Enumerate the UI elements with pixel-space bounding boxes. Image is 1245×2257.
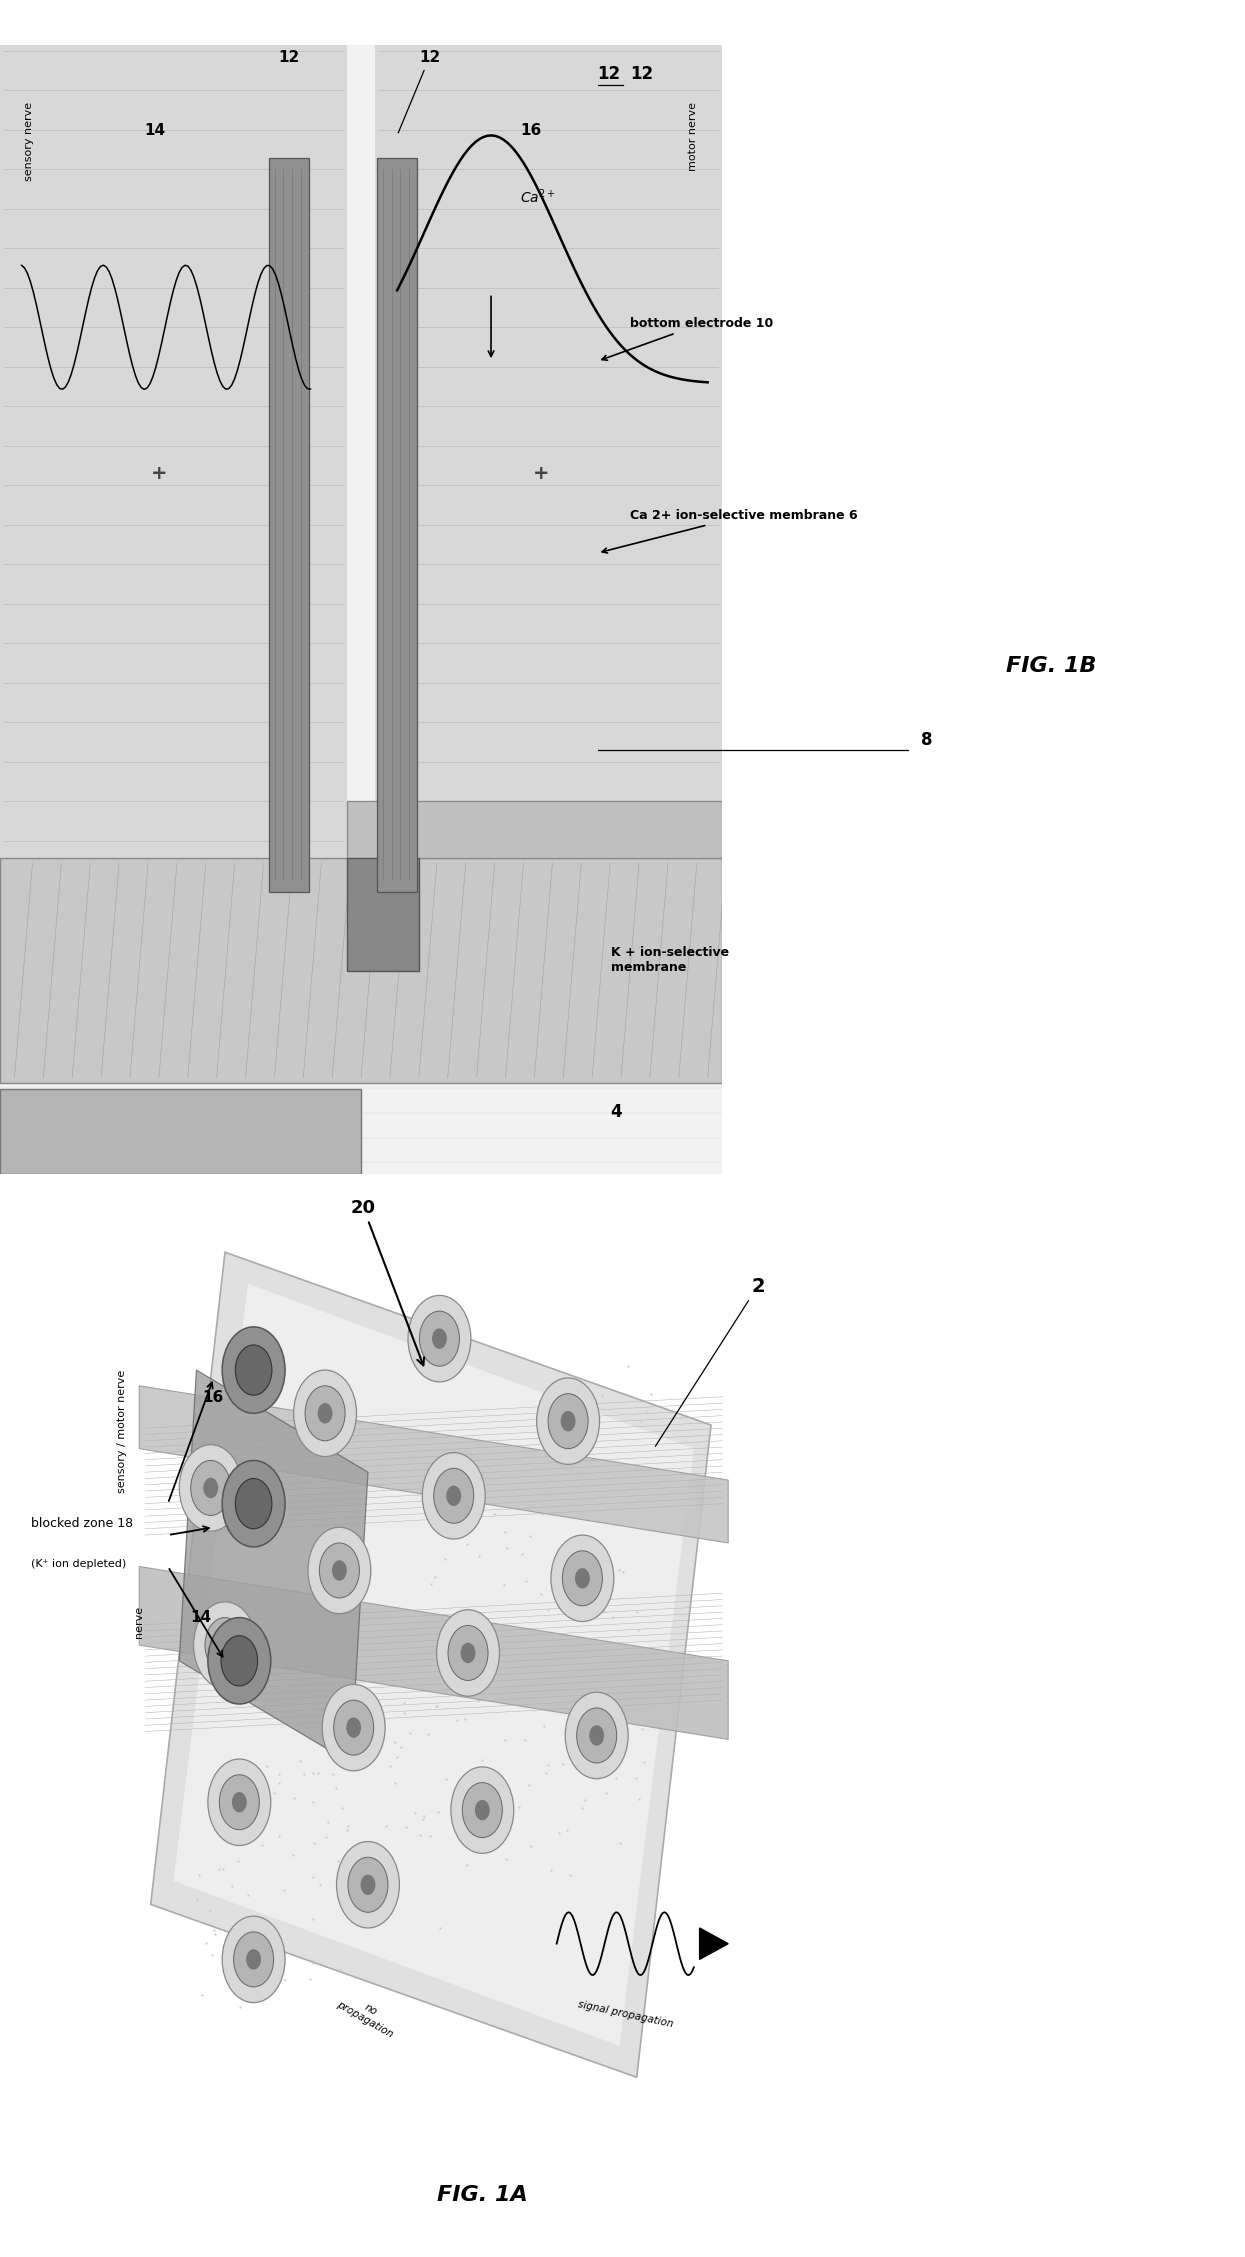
Text: blocked zone 18: blocked zone 18 [31, 1517, 133, 1530]
Circle shape [235, 1345, 271, 1395]
Bar [346, 801, 722, 858]
Circle shape [218, 1634, 233, 1654]
Polygon shape [700, 1927, 728, 1959]
Bar [0, 858, 722, 1083]
Circle shape [346, 1718, 361, 1738]
Circle shape [208, 1758, 270, 1846]
Circle shape [205, 1618, 245, 1672]
Circle shape [575, 1569, 590, 1589]
Circle shape [203, 1478, 218, 1499]
Text: +: + [533, 465, 550, 483]
Circle shape [294, 1370, 356, 1456]
Bar [0, 1090, 361, 1174]
Polygon shape [376, 45, 722, 892]
Text: FIG. 1B: FIG. 1B [1006, 657, 1096, 675]
Circle shape [305, 1386, 345, 1440]
Circle shape [537, 1379, 600, 1465]
Text: 12: 12 [278, 50, 300, 65]
Circle shape [317, 1404, 332, 1424]
Circle shape [235, 1478, 271, 1528]
Circle shape [334, 1700, 374, 1756]
Text: motor nerve: motor nerve [688, 102, 698, 172]
Circle shape [222, 1327, 285, 1413]
Text: 2: 2 [655, 1277, 764, 1447]
Circle shape [208, 1618, 270, 1704]
Circle shape [451, 1767, 514, 1853]
Circle shape [548, 1393, 588, 1449]
Circle shape [462, 1783, 502, 1837]
Circle shape [432, 1329, 447, 1350]
Text: 12: 12 [598, 65, 621, 84]
Text: +: + [151, 465, 167, 483]
Circle shape [179, 1444, 243, 1530]
Bar [269, 158, 309, 892]
Circle shape [420, 1311, 459, 1365]
Circle shape [576, 1709, 616, 1763]
Text: no
propagation: no propagation [335, 1988, 401, 2040]
Circle shape [222, 1636, 258, 1686]
Circle shape [234, 1932, 274, 1986]
Circle shape [560, 1411, 575, 1431]
Text: 8: 8 [921, 731, 933, 749]
Text: nerve: nerve [134, 1605, 144, 1639]
Circle shape [565, 1693, 629, 1779]
Text: 12: 12 [398, 50, 439, 133]
Circle shape [222, 1460, 285, 1546]
Text: Ca$^{2+}$: Ca$^{2+}$ [520, 187, 555, 205]
Text: 12: 12 [630, 65, 654, 84]
Circle shape [222, 1916, 285, 2002]
Circle shape [446, 1485, 461, 1505]
Text: sensory nerve: sensory nerve [24, 102, 34, 181]
Polygon shape [0, 45, 346, 892]
Polygon shape [173, 1284, 693, 2045]
Circle shape [219, 1774, 259, 1830]
Text: 16: 16 [202, 1390, 223, 1404]
Bar [377, 158, 417, 892]
Circle shape [437, 1609, 499, 1697]
Polygon shape [151, 1253, 711, 2076]
Circle shape [361, 1876, 376, 1896]
Text: 20: 20 [351, 1198, 425, 1365]
Text: bottom electrode 10: bottom electrode 10 [603, 318, 773, 361]
Circle shape [433, 1469, 474, 1523]
Circle shape [308, 1528, 371, 1614]
Circle shape [322, 1684, 385, 1772]
Circle shape [232, 1792, 247, 1812]
Circle shape [461, 1643, 476, 1663]
Text: sensory / motor nerve: sensory / motor nerve [117, 1370, 127, 1494]
Circle shape [193, 1602, 256, 1688]
Text: (K⁺ ion depleted): (K⁺ ion depleted) [31, 1560, 126, 1569]
Bar [346, 45, 376, 892]
Polygon shape [139, 1566, 728, 1740]
Text: 16: 16 [520, 124, 542, 138]
Text: 14: 14 [144, 124, 166, 138]
Bar [346, 858, 418, 971]
Text: K + ion-selective
membrane: K + ion-selective membrane [610, 946, 728, 973]
Circle shape [563, 1551, 603, 1605]
Text: FIG. 1A: FIG. 1A [437, 2185, 528, 2205]
Circle shape [589, 1724, 604, 1745]
Text: 4: 4 [610, 1104, 622, 1122]
Text: 14: 14 [190, 1609, 212, 1625]
Circle shape [347, 1858, 388, 1912]
Polygon shape [179, 1370, 369, 1763]
Circle shape [552, 1535, 614, 1621]
Circle shape [422, 1454, 486, 1539]
Circle shape [247, 1950, 261, 1970]
Circle shape [336, 1842, 400, 1927]
Circle shape [190, 1460, 230, 1514]
Circle shape [408, 1296, 471, 1381]
Circle shape [320, 1544, 360, 1598]
Circle shape [448, 1625, 488, 1681]
Circle shape [332, 1560, 347, 1580]
Text: signal propagation: signal propagation [576, 2000, 674, 2029]
Polygon shape [139, 1386, 728, 1544]
Circle shape [474, 1799, 489, 1821]
Text: Ca 2+ ion-selective membrane 6: Ca 2+ ion-selective membrane 6 [603, 510, 858, 553]
